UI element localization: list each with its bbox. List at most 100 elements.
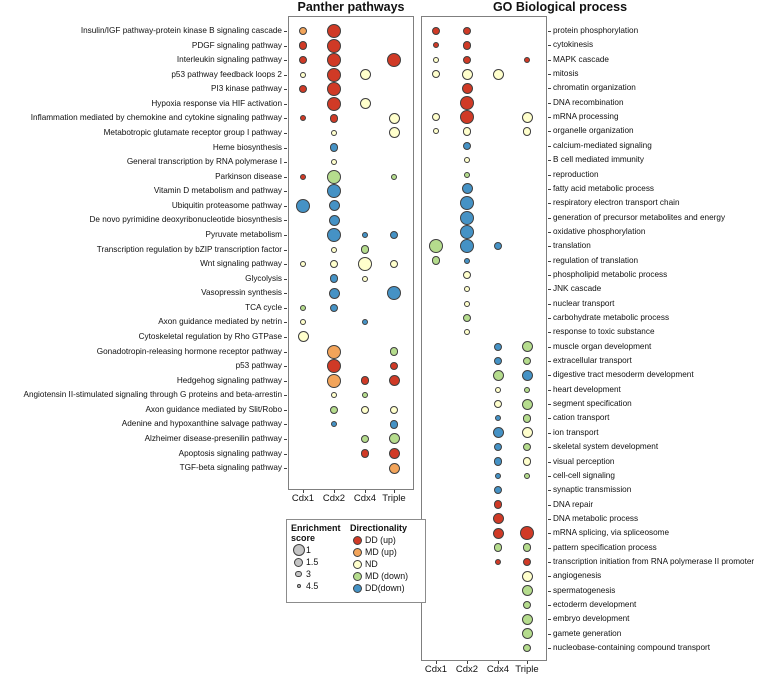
bubble — [388, 448, 400, 460]
bubble — [327, 344, 341, 359]
bubble — [298, 41, 308, 50]
bubble — [464, 286, 470, 293]
bubble — [495, 472, 501, 479]
row-tick — [548, 432, 551, 434]
row-tick — [284, 132, 287, 134]
row-tick — [284, 438, 287, 440]
bubble — [521, 570, 533, 582]
legend-enrichment-items: 1 1.5 3 4.5 — [291, 544, 343, 592]
directionality-swatch — [350, 571, 365, 581]
row-label: translation — [553, 241, 591, 251]
bubble — [461, 68, 473, 80]
row-label: Glycolysis — [245, 273, 282, 283]
bubble — [492, 369, 504, 381]
bubble — [360, 245, 370, 254]
bubble — [358, 257, 372, 272]
row-tick — [284, 453, 287, 455]
legend-enrichment-label: 1 — [306, 545, 311, 555]
bubble — [433, 128, 439, 135]
row-label: organelle organization — [553, 126, 634, 136]
bubble — [329, 143, 339, 152]
bubble — [495, 558, 501, 565]
row-tick — [548, 59, 551, 61]
bubble — [328, 214, 340, 226]
directionality-dot-icon — [353, 547, 362, 557]
bubble — [389, 259, 399, 269]
enrichment-swatch — [291, 557, 306, 567]
bubble — [298, 26, 308, 36]
row-tick — [548, 447, 551, 449]
row-tick — [548, 289, 551, 291]
row-tick — [548, 145, 551, 147]
bubble — [360, 405, 370, 414]
column-tick — [394, 490, 395, 493]
bubble — [524, 56, 530, 63]
bubble — [296, 198, 310, 213]
bubble — [388, 433, 400, 445]
bubble — [493, 500, 503, 509]
row-tick — [548, 590, 551, 592]
bubble — [391, 173, 397, 180]
row-label: oxidative phosphorylation — [553, 226, 646, 236]
bubble — [389, 405, 399, 414]
row-label: mRNA splicing, via spliceosome — [553, 528, 670, 538]
bubble — [300, 304, 306, 311]
row-label: embryo development — [553, 614, 630, 624]
bubble — [431, 256, 441, 265]
legend-directionality-item: DD (up) — [350, 534, 408, 546]
bubble — [462, 127, 472, 136]
bubble — [521, 628, 533, 640]
row-label: muscle organ development — [553, 341, 652, 351]
row-tick — [284, 409, 287, 411]
row-tick — [548, 45, 551, 47]
legend-directionality-item: MD (up) — [350, 546, 408, 558]
column-tick — [334, 490, 335, 493]
row-tick — [284, 395, 287, 397]
row-tick — [548, 576, 551, 578]
bubble — [492, 527, 504, 539]
row-tick — [548, 274, 551, 276]
row-tick — [284, 118, 287, 120]
row-label: Cytoskeletal regulation by Rho GTPase — [138, 331, 282, 341]
row-label: ectoderm development — [553, 600, 637, 609]
bubble — [464, 300, 470, 307]
row-label: extracellular transport — [553, 356, 632, 366]
column-label: Cdx1 — [424, 664, 448, 675]
bubble — [492, 68, 504, 80]
row-label: General transcription by RNA polymerase … — [126, 157, 282, 167]
row-tick — [548, 418, 551, 420]
row-tick — [284, 176, 287, 178]
row-label: calcium-mediated signaling — [553, 140, 652, 150]
bubble — [300, 319, 306, 326]
row-label: DNA recombination — [553, 97, 624, 107]
bubble — [389, 347, 399, 356]
bubble — [300, 71, 306, 78]
bubble — [300, 173, 306, 180]
legend-enrichment-score: Enrichment score 1 1.5 3 4.5 — [291, 523, 343, 599]
row-label: MAPK cascade — [553, 54, 609, 64]
bubble — [327, 53, 341, 68]
bubble — [493, 356, 503, 366]
row-tick — [284, 336, 287, 338]
row-tick — [548, 518, 551, 520]
enrichment-circle-icon — [295, 570, 302, 578]
row-label: p53 pathway feedback loops 2 — [171, 69, 282, 79]
row-tick — [548, 605, 551, 606]
row-label: DNA metabolic process — [553, 513, 639, 523]
bubble — [460, 224, 474, 239]
column-label: Cdx4 — [353, 493, 377, 504]
row-label: carbohydrate metabolic process — [553, 313, 670, 322]
bubble — [388, 375, 400, 387]
bubble — [521, 398, 533, 410]
bubble — [493, 242, 503, 251]
bubble — [388, 462, 400, 474]
row-tick — [548, 174, 551, 176]
bubble — [495, 415, 501, 422]
bubble — [329, 303, 339, 313]
row-label: chromatin organization — [553, 83, 636, 93]
row-label: digestive tract mesoderm development — [553, 370, 694, 380]
row-tick — [284, 191, 287, 193]
bubble — [362, 275, 368, 282]
column-tick — [498, 661, 499, 664]
